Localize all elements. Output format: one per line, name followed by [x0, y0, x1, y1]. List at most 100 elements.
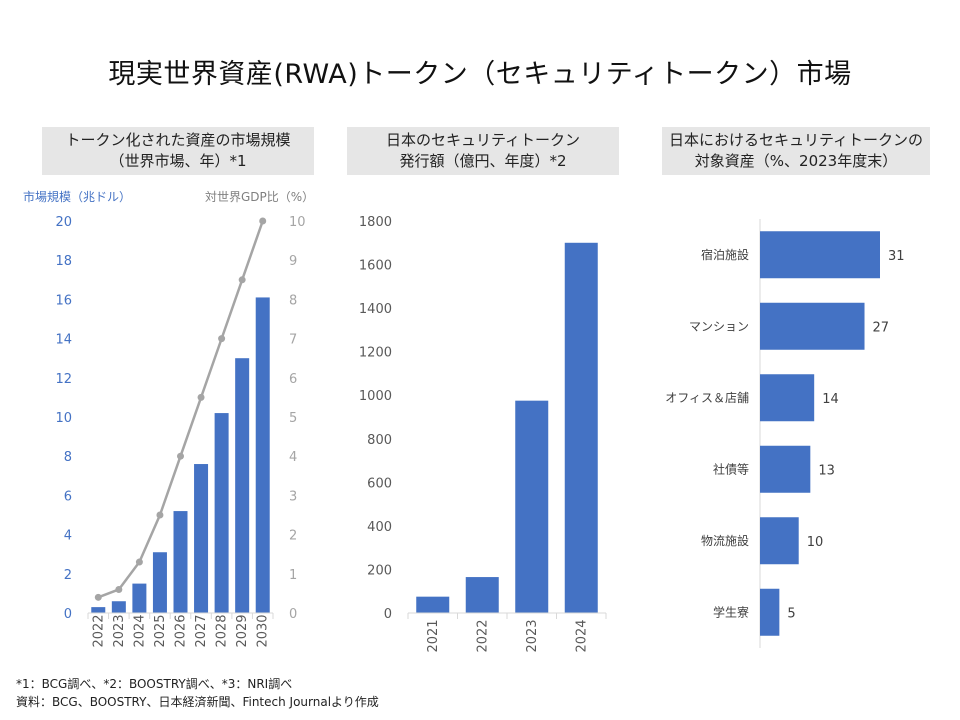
chart2-y-tick-label: 800	[367, 433, 392, 448]
chart2-bar-2023	[515, 400, 549, 613]
chart1-title-line2: （世界市場、年）*1	[109, 152, 247, 170]
chart1-y2-tick-label: 6	[289, 372, 297, 387]
chart3-bar-5	[760, 588, 780, 636]
chart1-bar-2027	[194, 464, 209, 613]
chart1-x-tick-label: 2024	[132, 614, 147, 647]
chart1-y-tick-label: 0	[64, 607, 72, 622]
chart3-bar-0	[760, 231, 880, 279]
chart2-title: 日本のセキュリティトークン 発行額（億円、年度）*2	[347, 127, 619, 175]
chart2-y-tick-label: 1600	[359, 259, 392, 274]
chart1-y2-tick-label: 4	[289, 450, 297, 465]
chart1-title-line1: トークン化された資産の市場規模	[65, 131, 291, 149]
chart1-y2-tick-label: 9	[289, 254, 297, 269]
chart2-x-tick-label: 2023	[525, 619, 540, 652]
chart3-data-label: 27	[873, 320, 890, 335]
chart1-title: トークン化された資産の市場規模 （世界市場、年）*1	[42, 127, 314, 175]
chart2-bar-2024	[564, 242, 598, 613]
chart1-gdp-point-2023	[115, 585, 123, 593]
chart1-y2-tick-label: 5	[289, 411, 297, 426]
chart2-x-tick-label: 2022	[475, 619, 490, 652]
chart2-bar-2022	[465, 577, 499, 613]
chart1-y-tick-label: 14	[55, 333, 72, 348]
chart2-y-tick-label: 1400	[359, 302, 392, 317]
chart1-y2-tick-label: 2	[289, 529, 297, 544]
chart2-x-tick-label: 2021	[426, 619, 441, 652]
chart1-y2-axis-title: 対世界GDP比（%）	[205, 190, 314, 204]
chart1-x-tick-label: 2022	[91, 614, 106, 647]
chart3-bar-2	[760, 374, 815, 422]
chart1-y-tick-label: 8	[64, 450, 72, 465]
chart3-category-label: 物流施設	[701, 533, 749, 548]
chart1-y-tick-label: 6	[64, 489, 72, 504]
footnote-sources-survey: *1：BCG調べ、*2：BOOSTRY調べ、*3：NRI調べ	[16, 677, 293, 691]
chart2-bar-2021	[416, 596, 450, 613]
chart1-y2-tick-label: 1	[289, 568, 297, 583]
chart3-title: 日本におけるセキュリティトークンの 対象資産（%、2023年度末）	[662, 127, 930, 175]
chart2-x-tick-label: 2024	[574, 619, 589, 652]
chart3-title-line2: 対象資産（%、2023年度末）	[694, 152, 898, 170]
chart3-data-label: 5	[787, 606, 795, 621]
chart1-gdp-point-2025	[156, 511, 164, 519]
chart3-category-label: 学生寮	[713, 604, 749, 619]
chart2-title-line2: 発行額（億円、年度）*2	[399, 152, 567, 170]
chart2-y-tick-label: 400	[367, 520, 392, 535]
chart1-x-tick-label: 2023	[112, 614, 127, 647]
chart1-y-tick-label: 4	[64, 529, 72, 544]
chart2-y-tick-label: 1000	[359, 389, 392, 404]
chart1-y-axis-title: 市場規模（兆ドル）	[23, 189, 131, 204]
chart3-category-label: 社債等	[713, 461, 749, 476]
chart1-y-tick-label: 2	[64, 568, 72, 583]
chart1-y2-tick-label: 3	[289, 489, 297, 504]
chart1-y2-tick-label: 8	[289, 293, 297, 308]
chart1-bar-2029	[235, 358, 250, 613]
chart3-data-label: 10	[807, 535, 824, 550]
chart1-x-tick-label: 2027	[194, 614, 209, 647]
chart3-category-label: マンション	[689, 319, 749, 333]
chart3-title-line1: 日本におけるセキュリティトークンの	[668, 131, 924, 149]
chart3-data-label: 14	[822, 392, 839, 407]
chart2-y-tick-label: 1200	[359, 346, 392, 361]
chart2-y-tick-label: 200	[367, 563, 392, 578]
chart2-y-tick-label: 600	[367, 476, 392, 491]
chart2-title-line1: 日本のセキュリティトークン	[385, 131, 581, 149]
chart1-gdp-point-2026	[177, 452, 184, 460]
chart2-y-tick-label: 0	[384, 607, 392, 622]
chart1-bar-2028	[214, 413, 229, 613]
footnote-sources: 資料：BCG、BOOSTRY、日本経済新聞、Fintech Journalより作…	[16, 695, 379, 709]
chart1-y2-tick-label: 10	[289, 215, 306, 230]
chart1-bar-2023	[111, 601, 126, 613]
chart1-y-tick-label: 10	[55, 411, 72, 426]
chart3-bar-4	[760, 517, 799, 565]
chart1-bar-2025	[152, 552, 167, 613]
chart1-y-tick-label: 12	[55, 372, 72, 387]
chart1-y-tick-label: 18	[55, 254, 72, 269]
chart1-gdp-point-2030	[259, 217, 267, 225]
chart3-category-label: 宿泊施設	[701, 247, 749, 262]
chart1-gdp-point-2022	[94, 593, 102, 601]
chart1-gdp-point-2027	[197, 393, 205, 401]
chart1-gdp-point-2024	[135, 558, 143, 566]
chart1-y-tick-label: 20	[55, 215, 72, 230]
chart3-bar-3	[760, 445, 811, 493]
chart2-y-tick-label: 1800	[359, 215, 392, 230]
chart1-gdp-point-2029	[238, 276, 246, 284]
page-title: 現実世界資産(RWA)トークン（セキュリティトークン）市場	[108, 59, 852, 90]
chart1-y2-tick-label: 7	[289, 333, 297, 348]
chart1-gdp-point-2028	[218, 335, 226, 343]
chart1-x-tick-label: 2025	[153, 614, 168, 647]
chart3-data-label: 13	[818, 463, 835, 478]
chart3-data-label: 31	[888, 249, 905, 264]
chart1-y-tick-label: 16	[55, 293, 72, 308]
chart1-x-tick-label: 2028	[215, 614, 230, 647]
chart1-x-tick-label: 2030	[256, 614, 271, 647]
chart1-bar-2022	[91, 607, 106, 613]
chart3-bar-1	[760, 302, 865, 350]
chart1-y2-tick-label: 0	[289, 607, 297, 622]
chart1-bar-2024	[132, 583, 147, 613]
chart1-bar-2030	[255, 297, 270, 613]
chart1-x-tick-label: 2026	[174, 614, 189, 647]
chart1-x-tick-label: 2029	[235, 614, 250, 647]
chart3-category-label: オフィス＆店舗	[665, 391, 749, 405]
chart1-bar-2026	[173, 511, 188, 613]
